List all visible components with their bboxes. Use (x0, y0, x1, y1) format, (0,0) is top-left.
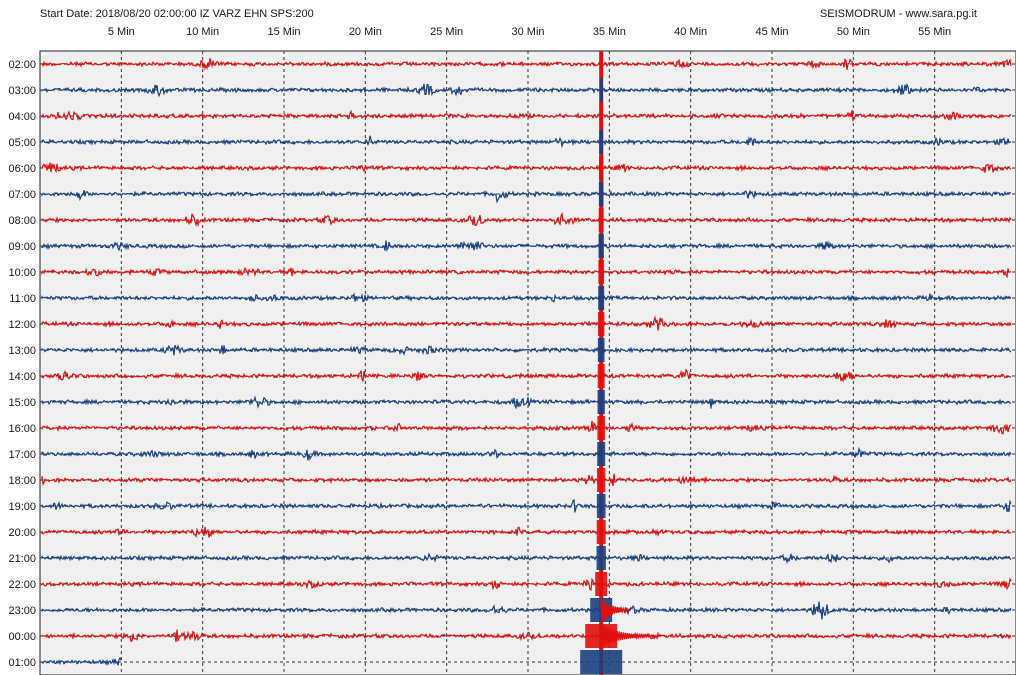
event-coda-band (599, 104, 604, 128)
hour-label: 11:00 (9, 293, 36, 305)
trace-row (41, 315, 1012, 331)
event-coda-band (598, 234, 604, 258)
hour-label: 15:00 (8, 397, 36, 409)
trace-row (41, 656, 122, 666)
event-coda-band (595, 572, 608, 596)
trace-row (41, 498, 1012, 513)
event-coda-band (599, 156, 604, 180)
x-tick-label: 35 Min (593, 26, 626, 38)
trace-row (41, 344, 1012, 356)
hour-labels: 02:00 03:00 04:00 05:00 06:00 07:00 08:00 09:00… (8, 59, 36, 669)
trace-row (41, 420, 1012, 435)
hour-label: 13:00 (8, 345, 36, 357)
x-tick-label: 20 Min (349, 26, 382, 38)
event-coda-band (599, 78, 603, 102)
trace-row (41, 109, 1012, 122)
x-tick-label: 55 Min (918, 26, 951, 38)
header-left-text: Start Date: 2018/08/20 02:00:00 IZ VARZ … (40, 8, 314, 20)
event-coda-band (597, 338, 605, 362)
x-tick-label: 5 Min (108, 26, 135, 38)
event-coda-band (598, 260, 605, 284)
event-coda-tail (600, 623, 656, 648)
hour-label: 00:00 (8, 631, 36, 643)
x-tick-label: 15 Min (267, 26, 300, 38)
hour-label: 20:00 (8, 527, 36, 539)
trace-row (41, 82, 1012, 98)
hour-label: 09:00 (8, 241, 36, 253)
event-coda-band (598, 286, 605, 310)
trace-row (41, 395, 1012, 410)
hour-label: 10:00 (8, 267, 36, 279)
x-tick-label: 30 Min (511, 26, 544, 38)
earthquake-event (580, 51, 656, 675)
trace-row (41, 446, 1012, 461)
trace-row (41, 629, 1012, 643)
hour-label: 16:00 (8, 423, 36, 435)
x-tick-label: 50 Min (837, 26, 870, 38)
event-coda-band (598, 312, 605, 336)
trace-row (41, 552, 1012, 565)
event-coda-band (598, 182, 604, 206)
event-coda-band (599, 52, 603, 76)
x-tick-label: 45 Min (755, 26, 788, 38)
header-right-text: SEISMODRUM - www.sara.pg.it (820, 8, 977, 20)
trace-row (41, 266, 1012, 279)
trace-row (41, 292, 1012, 303)
seismic-traces (41, 58, 1012, 666)
event-coda-tail (600, 595, 631, 623)
hour-label: 03:00 (8, 85, 36, 97)
hour-label: 14:00 (8, 371, 36, 383)
hour-label: 06:00 (8, 163, 36, 175)
trace-row (41, 473, 1012, 487)
x-tick-label: 10 Min (186, 26, 219, 38)
event-coda-band (598, 208, 604, 232)
trace-row (41, 368, 1012, 383)
trace-row (41, 601, 1012, 620)
trace-row (41, 58, 1012, 71)
hour-label: 08:00 (8, 215, 36, 227)
hour-label: 17:00 (8, 449, 36, 461)
event-coda-band (599, 130, 604, 154)
hour-label: 12:00 (8, 319, 36, 331)
event-coda-band (597, 364, 605, 388)
event-coda-band (597, 468, 606, 492)
trace-row (41, 526, 1012, 538)
event-coda-band (580, 650, 623, 674)
x-tick-label: 40 Min (674, 26, 707, 38)
trace-row (41, 135, 1012, 149)
hour-label: 23:00 (8, 605, 36, 617)
hour-label: 01:00 (8, 657, 36, 669)
event-coda-band (597, 390, 605, 414)
event-spike (599, 51, 604, 675)
hour-label: 05:00 (8, 137, 36, 149)
x-tick-label: 25 Min (430, 26, 463, 38)
event-coda-band (596, 494, 606, 518)
hour-label: 07:00 (8, 189, 36, 201)
event-coda-band (597, 416, 606, 440)
event-coda-band (597, 442, 606, 466)
trace-row (41, 577, 1012, 591)
trace-row (41, 211, 1012, 228)
event-coda-band (596, 520, 606, 544)
event-coda-band (596, 546, 606, 570)
trace-row (41, 189, 1012, 204)
x-axis-ticks: 5 Min 10 Min 15 Min 20 Min 25 Min 30 Min 35 Mi… (108, 26, 951, 38)
hour-label: 02:00 (8, 59, 36, 71)
hour-label: 22:00 (8, 579, 36, 591)
trace-row (41, 240, 1012, 252)
hour-label: 18:00 (8, 475, 36, 487)
trace-row (41, 162, 1012, 174)
hour-label: 19:00 (8, 501, 36, 513)
hour-label: 21:00 (8, 553, 36, 565)
hour-label: 04:00 (8, 111, 36, 123)
